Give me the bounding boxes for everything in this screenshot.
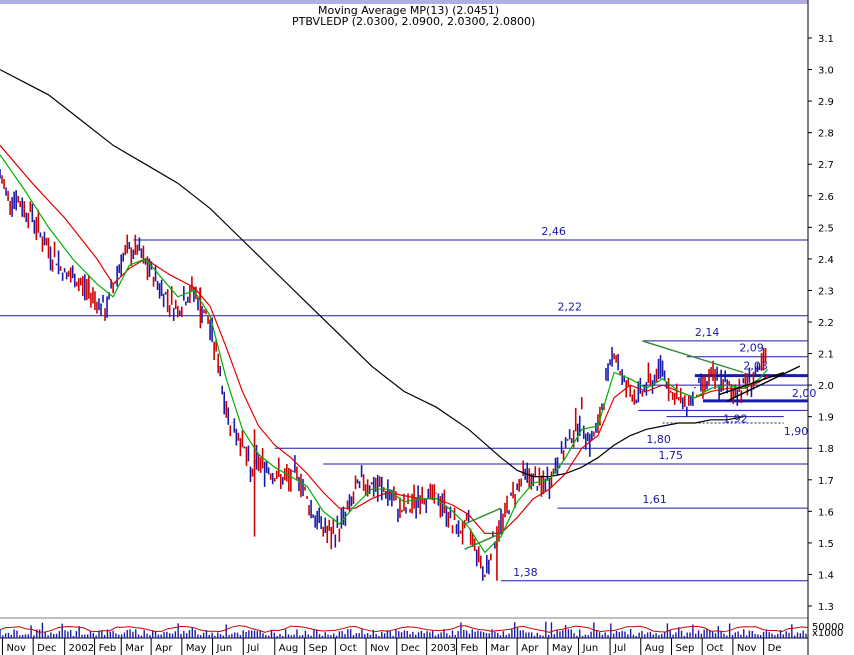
y-tick-label: 1.3 (818, 602, 834, 613)
volume-tick-label: 50000 (812, 622, 844, 633)
x-tick-label: Sep (309, 643, 328, 654)
x-tick-label: Jul (613, 643, 626, 654)
x-tick-label: Oct (706, 643, 723, 654)
x-tick-label: Dec (401, 643, 420, 654)
x-tick-label: 2002 (69, 643, 94, 654)
y-tick-label: 3.0 (818, 66, 834, 77)
x-tick-label: Feb (461, 643, 479, 654)
x-tick-label: Sep (675, 643, 694, 654)
x-tick-label: Mar (125, 643, 145, 654)
x-tick-label: Jun (216, 643, 233, 654)
y-tick-label: 1.8 (818, 444, 834, 455)
level-label: 1,61 (642, 493, 667, 506)
y-tick-label: 1.6 (818, 507, 834, 518)
y-tick-label: 2.0 (818, 381, 834, 392)
trendline (642, 340, 744, 374)
level-label: 1,90 (784, 425, 809, 438)
y-tick-label: 2.3 (818, 286, 834, 297)
y-tick-label: 2.7 (818, 160, 834, 171)
level-label: 2,46 (541, 225, 566, 238)
y-tick-label: 1.9 (818, 413, 834, 424)
level-label: 2,00 (792, 387, 817, 400)
y-tick-label: 2.4 (818, 255, 834, 266)
x-tick-label: May (186, 643, 207, 654)
instrument-header: PTBVLEDP (2.0300, 2.0900, 2.0300, 2.0800… (292, 15, 535, 28)
x-tick-label: Aug (645, 643, 665, 654)
y-tick-label: 1.5 (818, 539, 834, 550)
volume-unit-label: x1000 (812, 628, 843, 639)
y-tick-label: 2.2 (818, 318, 834, 329)
x-tick-label: Apr (155, 643, 173, 654)
y-tick-label: 2.1 (818, 350, 834, 361)
x-tick-label: Mar (490, 643, 510, 654)
volume-moving-average (0, 625, 809, 633)
x-tick-label: Nov (370, 643, 390, 654)
level-label: 2,09 (739, 342, 764, 355)
indicator-header: Moving Average MP(13) (2.0451) (318, 4, 499, 17)
moving-average-fast (0, 154, 769, 554)
trendline (726, 365, 801, 402)
level-label: 1,75 (659, 449, 684, 462)
x-tick-label: Nov (6, 643, 26, 654)
level-label: 2,22 (558, 301, 583, 314)
x-tick-label: Jun (582, 643, 599, 654)
level-label: 2,14 (695, 326, 720, 339)
x-tick-label: Feb (99, 643, 117, 654)
level-label: 1,80 (646, 433, 671, 446)
trendline (464, 507, 502, 525)
y-tick-label: 2.9 (818, 97, 834, 108)
x-tick-label: 2003 (431, 643, 456, 654)
x-tick-label: De (768, 643, 782, 654)
x-tick-label: Apr (521, 643, 539, 654)
y-tick-label: 2.5 (818, 223, 834, 234)
x-tick-label: Nov (737, 643, 757, 654)
x-tick-label: Jul (246, 643, 259, 654)
trendline (464, 532, 502, 550)
x-tick-label: May (552, 643, 573, 654)
y-tick-label: 1.4 (818, 570, 834, 581)
x-tick-label: Oct (339, 643, 356, 654)
x-tick-label: Aug (279, 643, 299, 654)
y-tick-label: 3.1 (818, 34, 834, 45)
level-label: 1,92 (723, 412, 748, 425)
x-tick-label: Dec (37, 643, 56, 654)
y-tick-label: 1.7 (818, 476, 834, 487)
y-tick-label: 2.6 (818, 192, 834, 203)
moving-average-slow (0, 69, 744, 478)
level-label: 1,38 (513, 566, 538, 579)
y-tick-label: 2.8 (818, 129, 834, 140)
trendline (718, 371, 784, 396)
